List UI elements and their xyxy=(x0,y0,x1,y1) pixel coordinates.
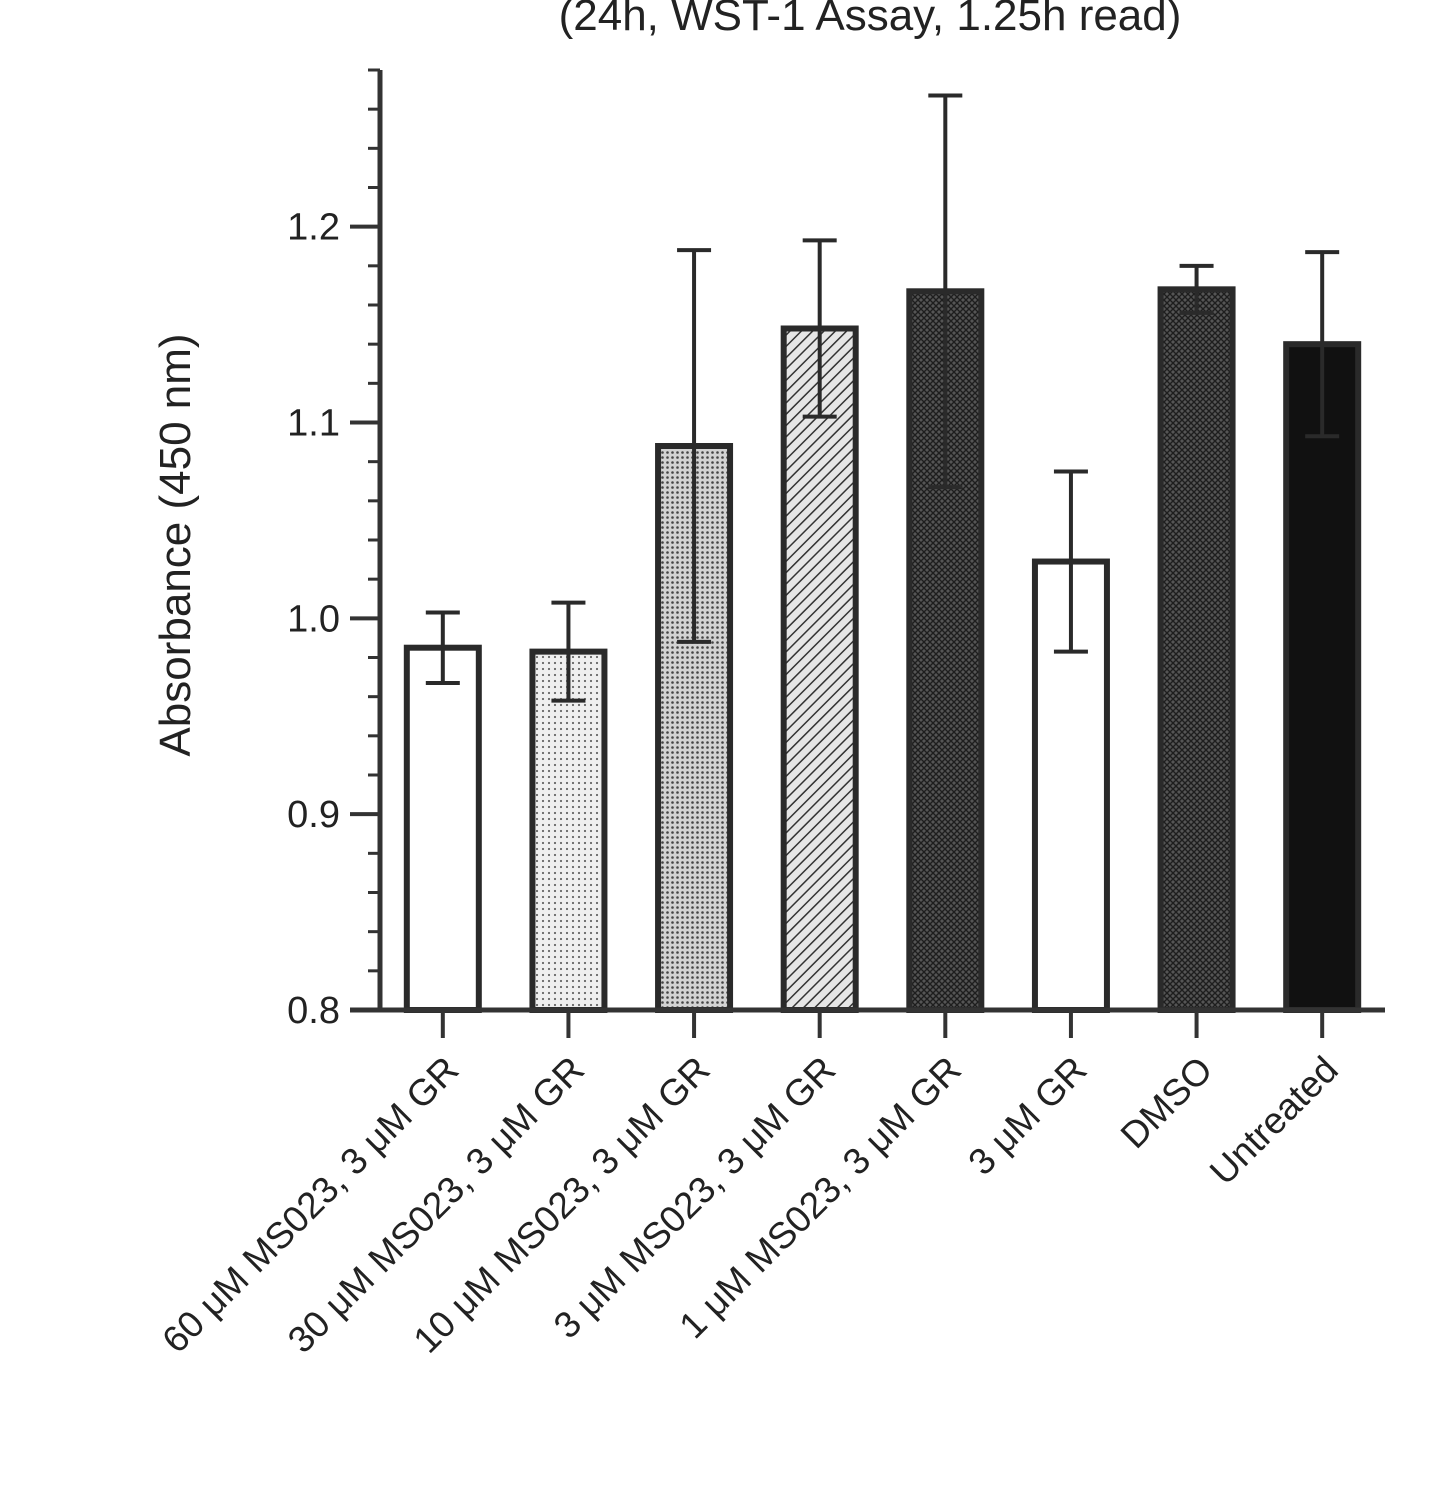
y-tick-label-3: 1.0 xyxy=(287,598,340,640)
axes-group xyxy=(350,68,1385,1038)
bar-7 xyxy=(1157,286,1236,1014)
y-tick-label-5: 1.2 xyxy=(287,207,340,249)
error-bars-group xyxy=(425,93,1340,703)
bar-4 xyxy=(780,325,859,1013)
bar-1 xyxy=(403,644,482,1013)
chart-title: (24h, WST-1 Assay, 1.25h read) xyxy=(559,0,1182,40)
y-tick-label-2: 0.9 xyxy=(287,794,340,836)
category-label-8: Untreated xyxy=(1202,1049,1346,1193)
y-tick-labels: 0.8 0.9 1.0 1.1 1.2 xyxy=(287,207,340,1032)
bar-2 xyxy=(529,648,608,1013)
bars-group xyxy=(403,286,1362,1014)
bar-8 xyxy=(1283,341,1362,1013)
y-tick-label-1: 0.8 xyxy=(287,990,340,1032)
y-tick-label-4: 1.1 xyxy=(287,403,340,445)
category-label-7: DMSO xyxy=(1113,1049,1220,1156)
category-label-6: 3 μM GR xyxy=(960,1049,1094,1183)
y-axis-label: Absorbance (450 nm) xyxy=(151,333,200,756)
